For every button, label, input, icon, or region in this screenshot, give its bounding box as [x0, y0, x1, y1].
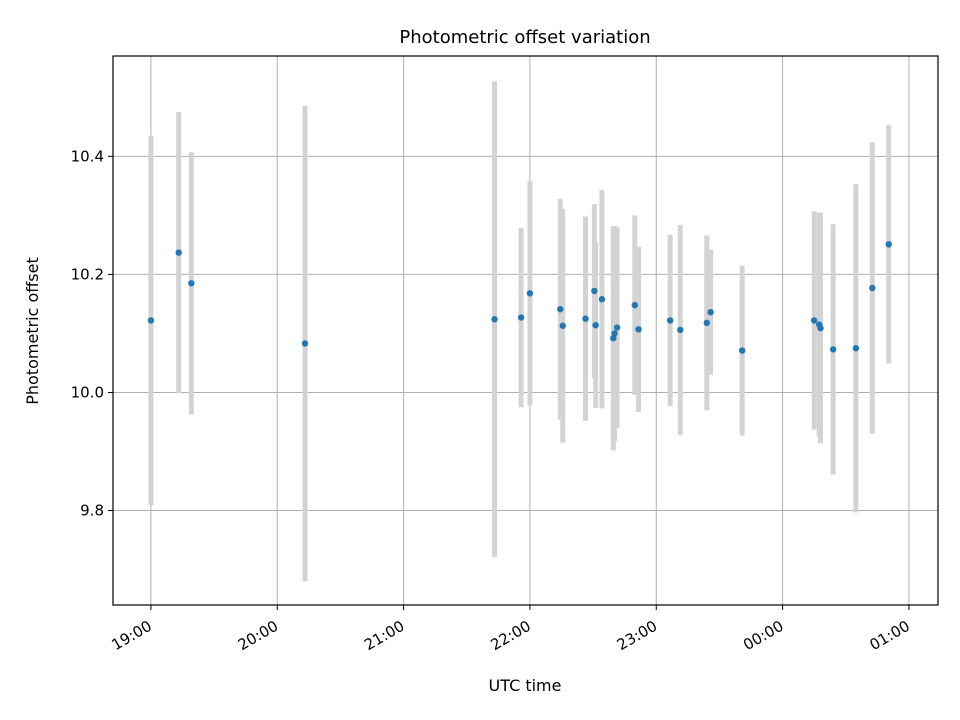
- data-point: [188, 280, 195, 287]
- marker-layer: [147, 241, 892, 354]
- data-point: [491, 316, 498, 323]
- data-point: [582, 315, 589, 322]
- data-point: [559, 322, 566, 329]
- grid-layer: [113, 56, 938, 605]
- data-point: [829, 346, 837, 353]
- data-point: [591, 287, 598, 295]
- data-point: [869, 284, 876, 292]
- data-point: [738, 347, 746, 354]
- data-point: [666, 317, 674, 324]
- y-tick-label: 10.0: [71, 383, 104, 401]
- data-point: [557, 306, 564, 313]
- data-point: [885, 241, 892, 248]
- data-point: [810, 317, 818, 324]
- data-point: [526, 290, 534, 297]
- data-point: [707, 309, 714, 316]
- data-point: [613, 324, 621, 331]
- data-point: [301, 340, 309, 347]
- y-tick-label: 9.8: [80, 502, 104, 520]
- data-point: [635, 326, 642, 333]
- chart-title: Photometric offset variation: [399, 27, 650, 48]
- data-point: [175, 249, 182, 256]
- y-axis-label: Photometric offset: [23, 257, 42, 405]
- data-point: [677, 326, 684, 334]
- y-tick-label: 10.2: [71, 265, 104, 283]
- data-point: [611, 330, 618, 337]
- y-tick-label: 10.4: [71, 147, 104, 165]
- y-axis-ticks: 9.8 10.0 10.2 10.4: [71, 147, 113, 520]
- data-point: [852, 345, 860, 352]
- plot-frame: [112, 55, 939, 606]
- data-point: [147, 317, 155, 324]
- data-point: [817, 324, 824, 332]
- x-axis-label: UTC time: [489, 676, 562, 695]
- data-point: [703, 319, 710, 327]
- data-point: [598, 296, 606, 303]
- data-point: [631, 301, 638, 309]
- data-point: [592, 321, 599, 329]
- data-point: [517, 314, 525, 321]
